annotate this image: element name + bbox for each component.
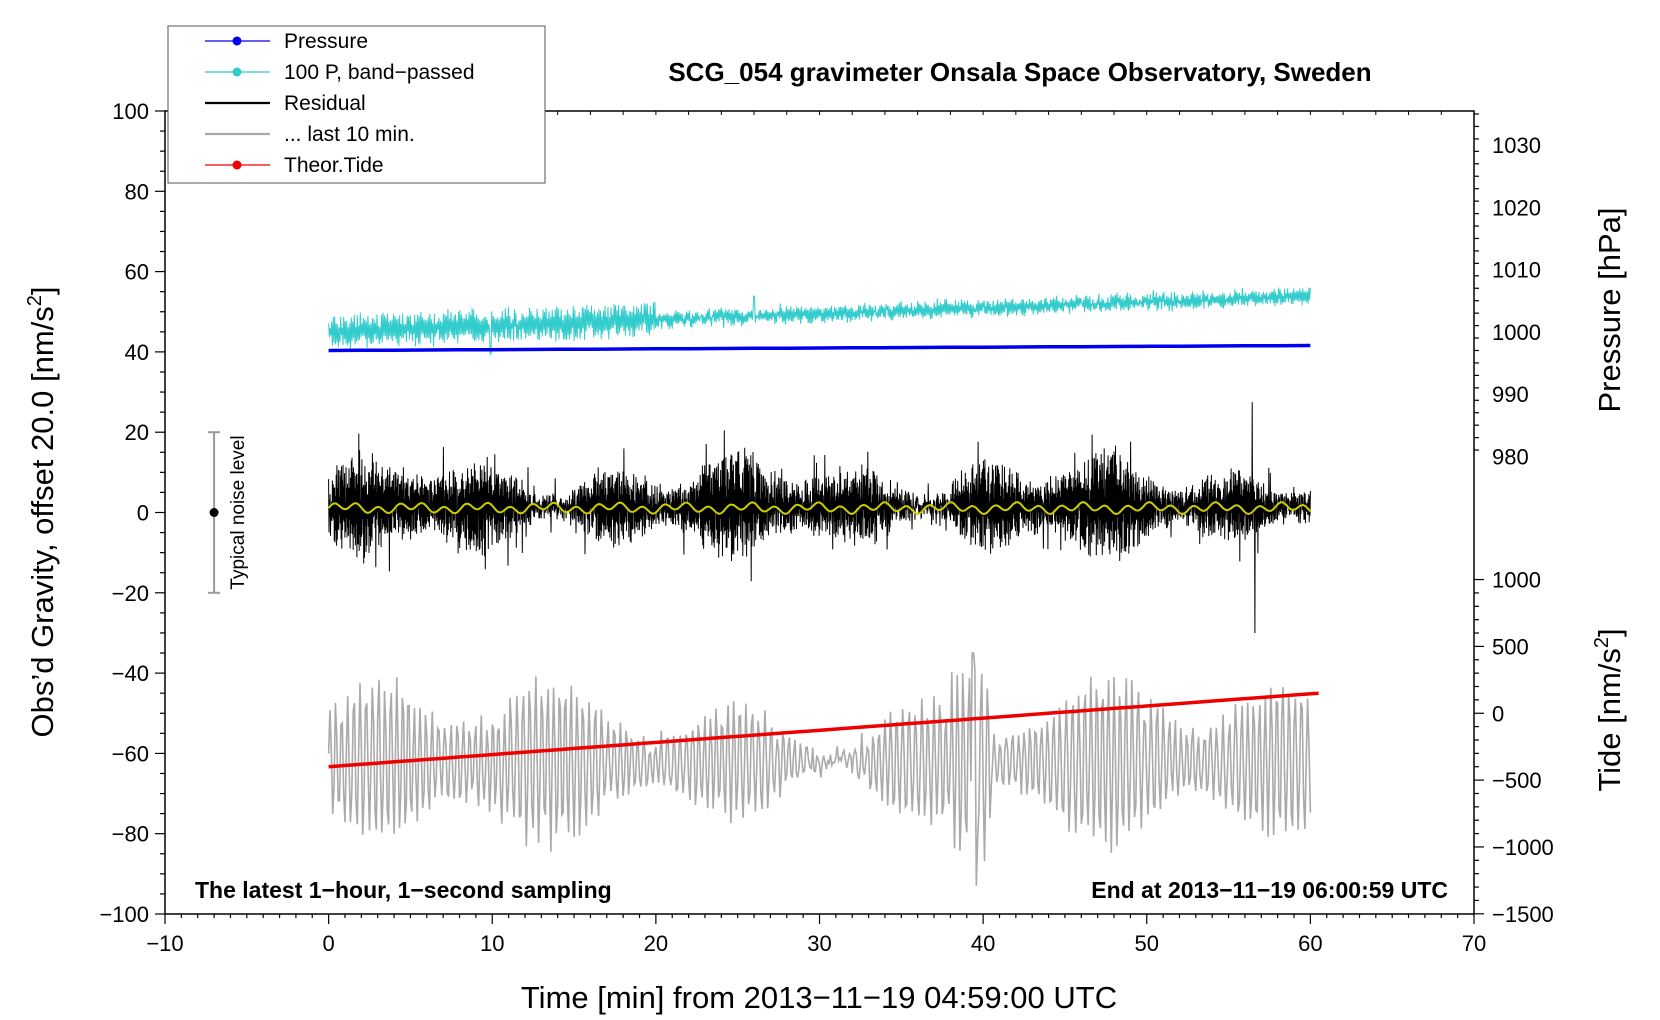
pressure-tick-label: 990 [1492, 382, 1529, 407]
series-theor-tide [328, 691, 1319, 769]
series-smoothed [327, 501, 1312, 516]
chart-title: SCG_054 gravimeter Onsala Space Observat… [668, 57, 1371, 87]
data-series [327, 287, 1319, 886]
noise-level-indicator: Typical noise level [208, 431, 249, 594]
series-pressure [328, 343, 1311, 353]
annotation-right: End at 2013−11−19 06:00:59 UTC [1091, 877, 1448, 903]
series-last-10-min [327, 652, 1312, 886]
tide-tick-label: 0 [1492, 701, 1504, 726]
x-tick-label: 40 [971, 931, 995, 956]
tide-tick-label: 500 [1492, 634, 1529, 659]
x-axis-label: Time [min] from 2013−11−19 04:59:00 UTC [521, 980, 1117, 1015]
noise-level-label: Typical noise level [228, 435, 249, 589]
pressure-axis-label: Pressure [hPa] [1592, 207, 1627, 412]
y-tick-label: 20 [125, 420, 149, 445]
y-axis-label: Obs’d Gravity, offset 20.0 [nm/s2] [24, 286, 60, 737]
y-tick-label: 60 [125, 260, 149, 285]
tide-tick-label: −1000 [1492, 835, 1554, 860]
pressure-tick-label: 980 [1492, 444, 1529, 469]
legend-label: Residual [284, 92, 366, 115]
pressure-tick-label: 1030 [1492, 133, 1541, 158]
legend-marker [232, 67, 242, 77]
axis-ticks: −10 0 10 20 30 40 50 60 70100806040200−20−40−60−… [99, 99, 1553, 956]
noise-level-dot [209, 508, 219, 517]
y-tick-label: 40 [125, 340, 149, 365]
y-tick-label: −20 [112, 581, 149, 606]
series-residual [328, 402, 1311, 634]
annotation-left: The latest 1−hour, 1−second sampling [195, 877, 612, 903]
tide-tick-label: −500 [1492, 768, 1542, 793]
series-band-passed-pressure [328, 287, 1311, 355]
x-tick-label: 70 [1462, 931, 1486, 956]
y-tick-label: 0 [137, 501, 149, 526]
tide-axis-label: Tide [nm/s2] [1591, 628, 1627, 791]
y-tick-label: −100 [99, 902, 149, 927]
pressure-tick-label: 1020 [1492, 195, 1541, 220]
pressure-tick-label: 1000 [1492, 320, 1541, 345]
x-tick-label: 10 [480, 931, 504, 956]
legend-marker [232, 160, 242, 170]
legend-label: Theor.Tide [284, 154, 384, 177]
x-tick-label: 60 [1298, 931, 1322, 956]
y-tick-label: −40 [112, 661, 149, 686]
y-tick-label: −80 [112, 822, 149, 847]
x-tick-label: 0 [323, 931, 335, 956]
legend-label: ... last 10 min. [284, 123, 415, 146]
legend-box [167, 25, 546, 184]
x-tick-label: 30 [807, 931, 831, 956]
x-tick-label: 50 [1135, 931, 1159, 956]
pressure-tick-label: 1010 [1492, 258, 1541, 283]
x-tick-label: −10 [146, 931, 183, 956]
legend: Pressure 100 P, band−passed Residual ... la… [167, 25, 546, 184]
legend-label: 100 P, band−passed [284, 61, 475, 84]
legend-marker [232, 36, 242, 46]
tide-tick-label: −1500 [1492, 902, 1554, 927]
legend-label: Pressure [284, 30, 368, 53]
y-tick-label: 80 [125, 179, 149, 204]
x-tick-label: 20 [644, 931, 668, 956]
tide-tick-label: 1000 [1492, 568, 1541, 593]
y-tick-label: −60 [112, 741, 149, 766]
y-tick-label: 100 [112, 99, 149, 124]
